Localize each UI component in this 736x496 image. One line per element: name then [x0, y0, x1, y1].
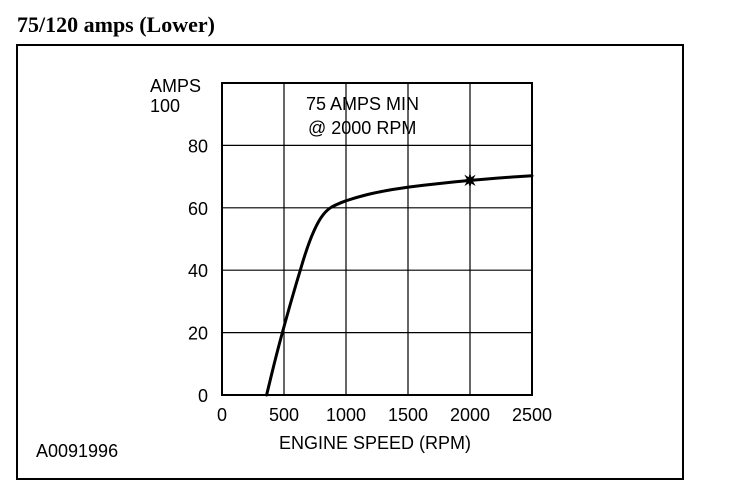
page-title: 75/120 amps (Lower) — [17, 12, 215, 37]
star-marker — [461, 172, 479, 189]
x-tick-label: 2000 — [450, 405, 490, 425]
series — [265, 172, 534, 397]
plot-border — [221, 82, 533, 396]
x-tick-label: 1000 — [326, 405, 366, 425]
grid — [222, 83, 532, 395]
series-line — [265, 174, 534, 397]
y-tick-label: 80 — [188, 136, 208, 156]
x-tick-label: 1500 — [388, 405, 428, 425]
figure-id: A0091996 — [36, 441, 119, 461]
y-tick-label: 0 — [198, 386, 208, 406]
y-tick-label: 60 — [188, 199, 208, 219]
axes — [221, 82, 533, 396]
y-tick-label: 40 — [188, 261, 208, 281]
y-tick-label: 20 — [188, 324, 208, 344]
x-axis-title: ENGINE SPEED (RPM) — [279, 433, 471, 453]
x-tick-label: 500 — [269, 405, 299, 425]
annotation-line: @ 2000 RPM — [308, 118, 416, 138]
y-axis-title: AMPS — [150, 76, 201, 96]
annotation-line: 75 AMPS MIN — [306, 94, 419, 114]
y-tick-label: 100 — [150, 96, 180, 116]
x-tick-label: 0 — [217, 405, 227, 425]
figure-frame — [16, 44, 684, 480]
x-tick-label: 2500 — [512, 405, 552, 425]
